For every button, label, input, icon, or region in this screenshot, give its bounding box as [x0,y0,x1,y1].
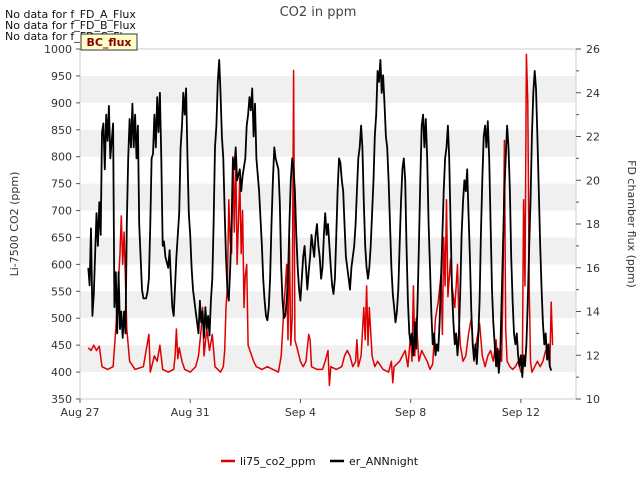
y2-tick-label: 14 [586,306,600,319]
x-axis-ticks: Aug 27 Aug 31 Sep 4 Sep 8 Sep 12 [61,399,540,419]
y2-tick-label: 10 [586,393,600,406]
grid-band [80,156,576,184]
grid-band [80,129,576,157]
left-axis-ticks: 350 400 450 500 550 600 650 700 750 800 850 900 950 1… [44,43,80,406]
grid-band [80,264,576,292]
y2-tick-label: 16 [586,262,600,275]
series-layer [87,53,554,387]
no-data-note-a: No data for f_FD_A_Flux [5,8,136,21]
right-axis-ticks: 10 12 14 16 18 20 22 24 26 [576,43,600,406]
grid-band [80,49,576,76]
grid-bands [80,49,576,399]
y-tick-label: 750 [51,178,72,191]
y-tick-label: 900 [51,97,72,110]
x-tick-label: Sep 12 [502,406,540,419]
x-tick-label: Sep 4 [285,406,316,419]
x-tick-label: Aug 27 [61,406,100,419]
x-tick-label: Aug 31 [171,406,210,419]
legend-label-ann: er_ANNnight [349,455,419,468]
y-tick-label: 650 [51,231,72,244]
badge-box [80,33,138,51]
y2-tick-label: 12 [586,349,600,362]
y-tick-label: 350 [51,393,72,406]
grid-band [80,102,576,130]
y-tick-label: 600 [51,258,72,271]
y-tick-label: 850 [51,124,72,137]
legend-label-li75: li75_co2_ppm [240,455,316,468]
y-tick-label: 500 [51,312,72,325]
y-tick-label: 950 [51,70,72,83]
grid-band [80,372,576,399]
y-axis-title: Li-7500 CO2 (ppm) [8,172,21,277]
y2-tick-label: 24 [586,87,600,100]
y-tick-label: 700 [51,205,72,218]
y-tick-label: 550 [51,285,72,298]
bc-flux-badge: BC_flux [80,33,138,51]
no-data-note-b: No data for f_FD_B_Flux [5,19,136,32]
x-tick-label: Sep 8 [395,406,426,419]
series-line-er-annnight [87,59,553,378]
grid-band [80,183,576,211]
y-tick-label: 800 [51,151,72,164]
y2-tick-label: 20 [586,174,600,187]
y2-tick-label: 26 [586,43,600,56]
badge-label: BC_flux [86,36,131,49]
chart-title: CO2 in ppm [280,5,357,20]
y2-axis-title: FD chamber flux (ppm) [625,160,638,288]
y2-tick-label: 22 [586,131,600,144]
y2-tick-label: 18 [586,218,600,231]
y-tick-label: 400 [51,366,72,379]
y-tick-label: 450 [51,339,72,352]
grid-band [80,75,576,103]
legend: li75_co2_ppm er_ANNnight [221,455,419,468]
series-line-li75-co2-ppm [87,53,554,387]
grid-band [80,237,576,265]
y-tick-label: 1000 [44,43,72,56]
